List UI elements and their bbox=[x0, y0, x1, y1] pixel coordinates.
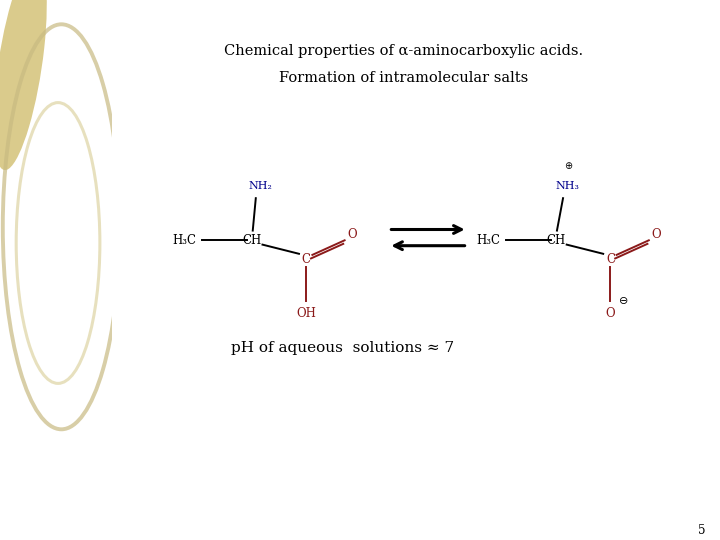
Ellipse shape bbox=[0, 0, 47, 170]
Text: C: C bbox=[302, 253, 311, 266]
Text: O: O bbox=[347, 228, 356, 241]
Text: OH: OH bbox=[297, 307, 316, 320]
Text: CH: CH bbox=[546, 234, 565, 247]
Text: 5: 5 bbox=[698, 524, 706, 537]
Text: H₃C: H₃C bbox=[173, 234, 197, 247]
Text: ⊕: ⊕ bbox=[564, 161, 572, 171]
Text: C: C bbox=[606, 253, 615, 266]
Text: pH of aqueous  solutions ≈ 7: pH of aqueous solutions ≈ 7 bbox=[231, 341, 454, 355]
Text: Chemical properties of α-aminocarboxylic acids.: Chemical properties of α-aminocarboxylic… bbox=[224, 44, 583, 58]
Text: O: O bbox=[652, 228, 661, 241]
Text: H₃C: H₃C bbox=[477, 234, 501, 247]
Text: CH: CH bbox=[242, 234, 261, 247]
Text: Formation of intramolecular salts: Formation of intramolecular salts bbox=[279, 71, 528, 85]
Text: ⊖: ⊖ bbox=[619, 296, 629, 306]
Text: NH₃: NH₃ bbox=[556, 181, 580, 191]
Text: O: O bbox=[606, 307, 616, 320]
Text: NH₂: NH₂ bbox=[248, 181, 273, 191]
